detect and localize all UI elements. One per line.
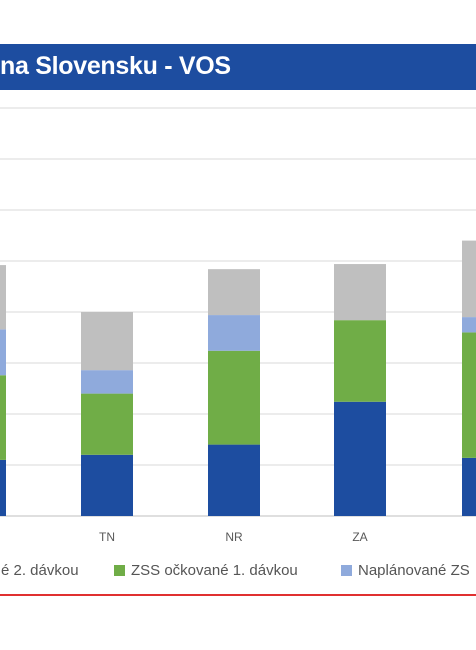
legend: é 2. dávkou ZSS očkované 1. dávkou Naplá… bbox=[0, 560, 476, 584]
x-tick-label: ZA bbox=[352, 530, 367, 544]
legend-item-planned: Naplánované ZS bbox=[341, 562, 470, 579]
x-axis-labels: TN NR ZA bbox=[99, 530, 368, 544]
bar-segment bbox=[208, 269, 260, 316]
bar-group bbox=[462, 240, 476, 516]
bar-group bbox=[0, 265, 6, 516]
bar-group bbox=[334, 264, 386, 516]
x-tick-label: NR bbox=[225, 530, 243, 544]
bar-segment bbox=[0, 459, 6, 516]
bar-segment bbox=[462, 317, 476, 333]
legend-label: é 2. dávkou bbox=[1, 562, 79, 579]
bar-groups bbox=[0, 240, 476, 516]
bar-segment bbox=[81, 370, 133, 394]
bar-segment bbox=[208, 350, 260, 445]
bar-group bbox=[208, 269, 260, 516]
legend-item-second-dose: é 2. dávkou bbox=[0, 562, 79, 579]
bar-segment bbox=[0, 329, 6, 376]
stacked-bar-chart: TN NR ZA bbox=[0, 107, 476, 544]
bar-segment bbox=[0, 375, 6, 460]
bar-segment bbox=[81, 454, 133, 516]
bar-segment bbox=[462, 457, 476, 516]
bar-segment bbox=[81, 393, 133, 455]
legend-label: ZSS očkované 1. dávkou bbox=[131, 562, 298, 579]
bar-segment bbox=[208, 315, 260, 351]
legend-item-first-dose: ZSS očkované 1. dávkou bbox=[114, 562, 298, 579]
chart-title-bar: na Slovensku - VOS bbox=[0, 44, 476, 90]
bar-segment bbox=[0, 265, 6, 330]
x-tick-label: TN bbox=[99, 530, 115, 544]
legend-label: Naplánované ZS bbox=[358, 562, 470, 579]
bar-segment bbox=[462, 332, 476, 458]
bar-segment bbox=[334, 401, 386, 516]
bar-group bbox=[81, 312, 133, 516]
bar-segment bbox=[462, 240, 476, 318]
legend-swatch bbox=[114, 565, 125, 576]
bar-segment bbox=[334, 264, 386, 321]
bottom-divider bbox=[0, 594, 476, 596]
bar-segment bbox=[81, 312, 133, 371]
bar-segment bbox=[208, 444, 260, 516]
legend-swatch bbox=[341, 565, 352, 576]
bar-segment bbox=[334, 320, 386, 402]
chart-title: na Slovensku - VOS bbox=[0, 52, 231, 80]
